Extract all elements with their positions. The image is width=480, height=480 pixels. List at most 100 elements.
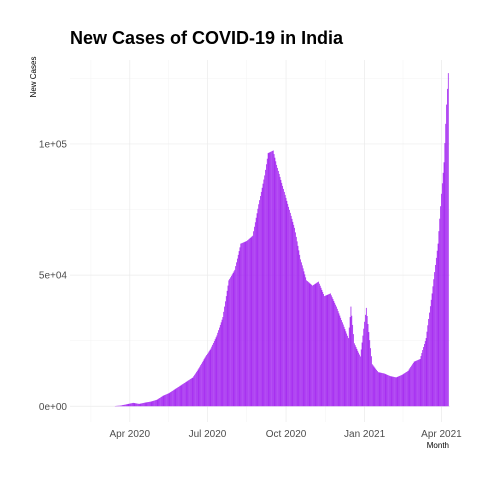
bar <box>258 204 260 407</box>
bar <box>347 335 348 407</box>
bar <box>307 281 308 407</box>
bar <box>295 232 296 407</box>
bar <box>393 376 395 407</box>
bar <box>179 385 181 407</box>
bar <box>332 299 334 407</box>
bar <box>310 284 312 407</box>
bar <box>156 399 158 407</box>
bar <box>381 372 383 407</box>
bar <box>320 287 322 407</box>
bar <box>411 365 412 407</box>
bar <box>142 403 143 407</box>
bar <box>379 372 381 407</box>
bar <box>365 314 366 407</box>
bar <box>304 274 306 407</box>
bar <box>222 317 224 407</box>
bar <box>138 403 140 407</box>
bar <box>175 388 177 407</box>
bar <box>150 401 152 407</box>
bar <box>447 88 448 407</box>
bar <box>421 353 423 407</box>
bar <box>353 343 355 407</box>
bar <box>219 324 221 407</box>
bar <box>394 377 395 407</box>
bar <box>283 188 284 407</box>
x-axis-title: Month <box>427 441 449 450</box>
bar <box>188 380 190 407</box>
bar <box>279 176 281 407</box>
bar <box>196 370 198 407</box>
bar <box>207 352 209 407</box>
bar <box>359 356 361 407</box>
bar <box>145 402 147 407</box>
chart-title: New Cases of COVID-19 in India <box>70 28 344 48</box>
bar <box>152 401 154 407</box>
bar <box>376 369 377 407</box>
bar <box>424 344 425 407</box>
bar <box>257 208 259 407</box>
bar <box>327 294 329 407</box>
bar <box>292 221 294 407</box>
bar <box>377 372 379 407</box>
bar <box>295 236 297 407</box>
bar <box>262 183 264 407</box>
bar <box>253 231 254 407</box>
bar <box>307 281 309 407</box>
bar <box>360 349 362 407</box>
bar <box>159 398 161 407</box>
bar <box>195 373 196 407</box>
bar <box>275 161 277 407</box>
bar <box>373 366 375 407</box>
bar <box>191 377 193 407</box>
bar <box>422 350 424 407</box>
bar <box>303 271 305 407</box>
bar <box>324 296 325 407</box>
bar <box>378 372 380 407</box>
bar <box>208 351 210 407</box>
bar <box>296 241 298 407</box>
bar <box>259 200 260 407</box>
bar <box>436 250 438 407</box>
bar <box>172 390 173 407</box>
bar <box>439 218 441 407</box>
bar <box>366 315 368 407</box>
bar <box>322 291 324 407</box>
bar <box>189 379 190 407</box>
bar <box>308 282 310 407</box>
bar-series <box>114 73 449 407</box>
bar <box>125 404 126 407</box>
bar <box>285 197 287 407</box>
bar <box>184 382 186 407</box>
bar <box>167 393 169 407</box>
bar <box>301 262 302 407</box>
bar <box>281 182 283 407</box>
bar <box>249 238 251 407</box>
bar <box>278 173 280 407</box>
bar <box>330 295 332 407</box>
bar <box>130 403 132 407</box>
bar <box>141 403 143 407</box>
bar <box>153 400 155 407</box>
bar <box>266 158 268 407</box>
bar <box>206 355 208 407</box>
bar <box>163 395 165 407</box>
bar <box>198 368 200 407</box>
bar <box>217 332 219 407</box>
bar <box>404 373 406 407</box>
bar <box>319 285 321 407</box>
bar <box>215 337 217 407</box>
bar <box>219 327 220 407</box>
bar <box>133 403 135 407</box>
bar <box>345 331 347 407</box>
bar <box>271 151 272 407</box>
bar <box>409 368 411 407</box>
bar <box>442 172 444 407</box>
bar <box>388 375 390 407</box>
bar <box>438 231 440 407</box>
bar <box>435 264 436 407</box>
bar <box>407 370 409 407</box>
bar <box>118 405 120 407</box>
bar <box>282 185 284 407</box>
bar <box>119 405 120 407</box>
